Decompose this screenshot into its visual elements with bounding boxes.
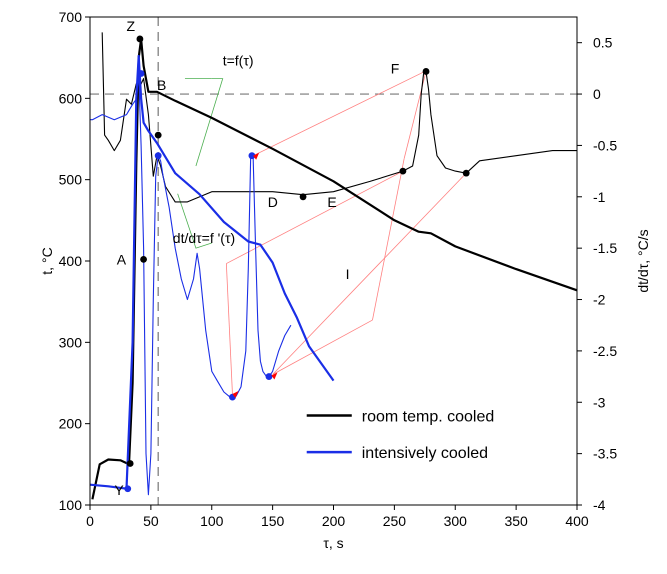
- legend: room temp. cooled intensively cooled: [306, 409, 495, 462]
- y-left-tick-label: 400: [59, 253, 83, 269]
- x-tick-label: 0: [86, 513, 94, 529]
- y-left-tick-label: 300: [59, 334, 83, 350]
- y-right-tick-label: 0.5: [593, 35, 613, 51]
- data-marker-f: [422, 68, 430, 75]
- x-tick-label: 150: [261, 513, 285, 529]
- series-line-1: [101, 32, 577, 203]
- annotation-connector-line: [252, 71, 425, 157]
- y-right-tick-label: -3: [593, 394, 606, 410]
- data-marker-e: [399, 167, 407, 175]
- legend-label-intensive: intensively cooled: [362, 445, 488, 462]
- y-right-tick-label: -0.5: [593, 137, 617, 153]
- arrowhead-marker: [253, 152, 260, 160]
- annotation-connector-line: [225, 263, 233, 395]
- x-tick-label: 300: [444, 513, 468, 529]
- y-right-tick-label: -1.5: [593, 240, 617, 256]
- y-right-tick-label: -1: [593, 189, 606, 205]
- y-left-tick-label: 500: [59, 172, 83, 188]
- y-left-tick-label: 200: [59, 416, 83, 432]
- annotation-z: Z: [127, 18, 136, 34]
- data-marker-z: [136, 35, 144, 43]
- data-markers: [124, 35, 470, 493]
- y-right-tick-label: -3.5: [593, 446, 617, 462]
- y-right-tick-label: -4: [593, 497, 606, 513]
- annotation-f: F: [391, 61, 400, 77]
- y-right-tick-label: 0: [593, 86, 601, 102]
- y-right-tick-label: -2.5: [593, 343, 617, 359]
- x-tick-label: 350: [504, 513, 528, 529]
- x-tick-label: 100: [200, 513, 224, 529]
- series-line-3: [90, 72, 292, 496]
- annotation-connector-line: [272, 172, 467, 375]
- x-tick-label: 200: [322, 513, 346, 529]
- annotation-i: I: [346, 266, 350, 282]
- annotation-connector-line: [272, 319, 373, 375]
- x-axis-label: τ, s: [323, 535, 343, 551]
- data-marker-rate_peak_black: [154, 131, 162, 139]
- y-right-axis-ticks: -4 -3.5 -3 -2.5 -2 -1.5 -1 -0.5 0 0.5: [577, 35, 617, 513]
- data-marker-rate_peak_blue: [154, 152, 162, 160]
- x-tick-label: 250: [383, 513, 407, 529]
- annotation-a: A: [117, 251, 127, 267]
- annotation-connector-line: [372, 158, 405, 321]
- annotation-e: E: [327, 194, 336, 210]
- annotation-d: D: [268, 194, 278, 210]
- data-marker-blue_max2: [248, 152, 256, 160]
- series-line-0: [91, 37, 578, 500]
- data-marker-blue_min2: [265, 373, 273, 380]
- data-marker-after_f: [462, 169, 470, 177]
- arrowhead-marker: [232, 391, 239, 399]
- annotation-rate-function: dt/dτ=f '(τ): [173, 230, 235, 246]
- annotation-temperature-function: t=f(τ): [223, 52, 254, 68]
- data-marker-d: [299, 193, 307, 201]
- rate-callout-line: [177, 193, 212, 249]
- y-left-tick-label: 600: [59, 90, 83, 106]
- y-left-axis-label: t, °C: [39, 247, 55, 274]
- y-right-axis-label: dt/dτ, °C/s: [635, 229, 651, 292]
- series-lines: [89, 32, 578, 500]
- y-right-tick-label: -2: [593, 292, 606, 308]
- series-line-2: [89, 54, 335, 490]
- data-marker-y_black: [126, 460, 134, 467]
- reference-lines: [90, 17, 577, 505]
- x-axis-ticks: 0 50 100 150 200 250 300 350 400: [86, 505, 589, 529]
- y-left-tick-label: 700: [59, 9, 83, 25]
- y-left-tick-label: 100: [59, 497, 83, 513]
- temperature-callout-line: [195, 78, 224, 167]
- annotation-y: Y: [114, 482, 124, 498]
- data-marker-a: [140, 255, 147, 263]
- x-tick-label: 50: [143, 513, 159, 529]
- data-marker-y_blue: [124, 485, 132, 493]
- data-marker-b_blue: [137, 70, 145, 77]
- legend-label-room-temp: room temp. cooled: [362, 409, 495, 426]
- x-tick-label: 400: [565, 513, 589, 529]
- arrowhead-marker: [271, 372, 278, 380]
- y-left-axis-ticks: 100 200 300 400 500 600 700: [59, 9, 90, 513]
- annotation-b: B: [157, 77, 166, 93]
